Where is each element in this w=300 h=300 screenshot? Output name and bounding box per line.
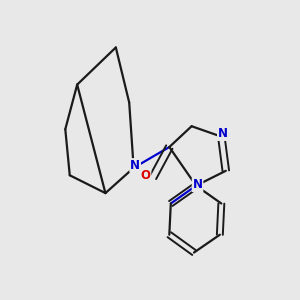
- Text: O: O: [140, 169, 151, 182]
- Text: N: N: [130, 159, 140, 172]
- Text: N: N: [193, 178, 202, 191]
- Text: N: N: [218, 127, 228, 140]
